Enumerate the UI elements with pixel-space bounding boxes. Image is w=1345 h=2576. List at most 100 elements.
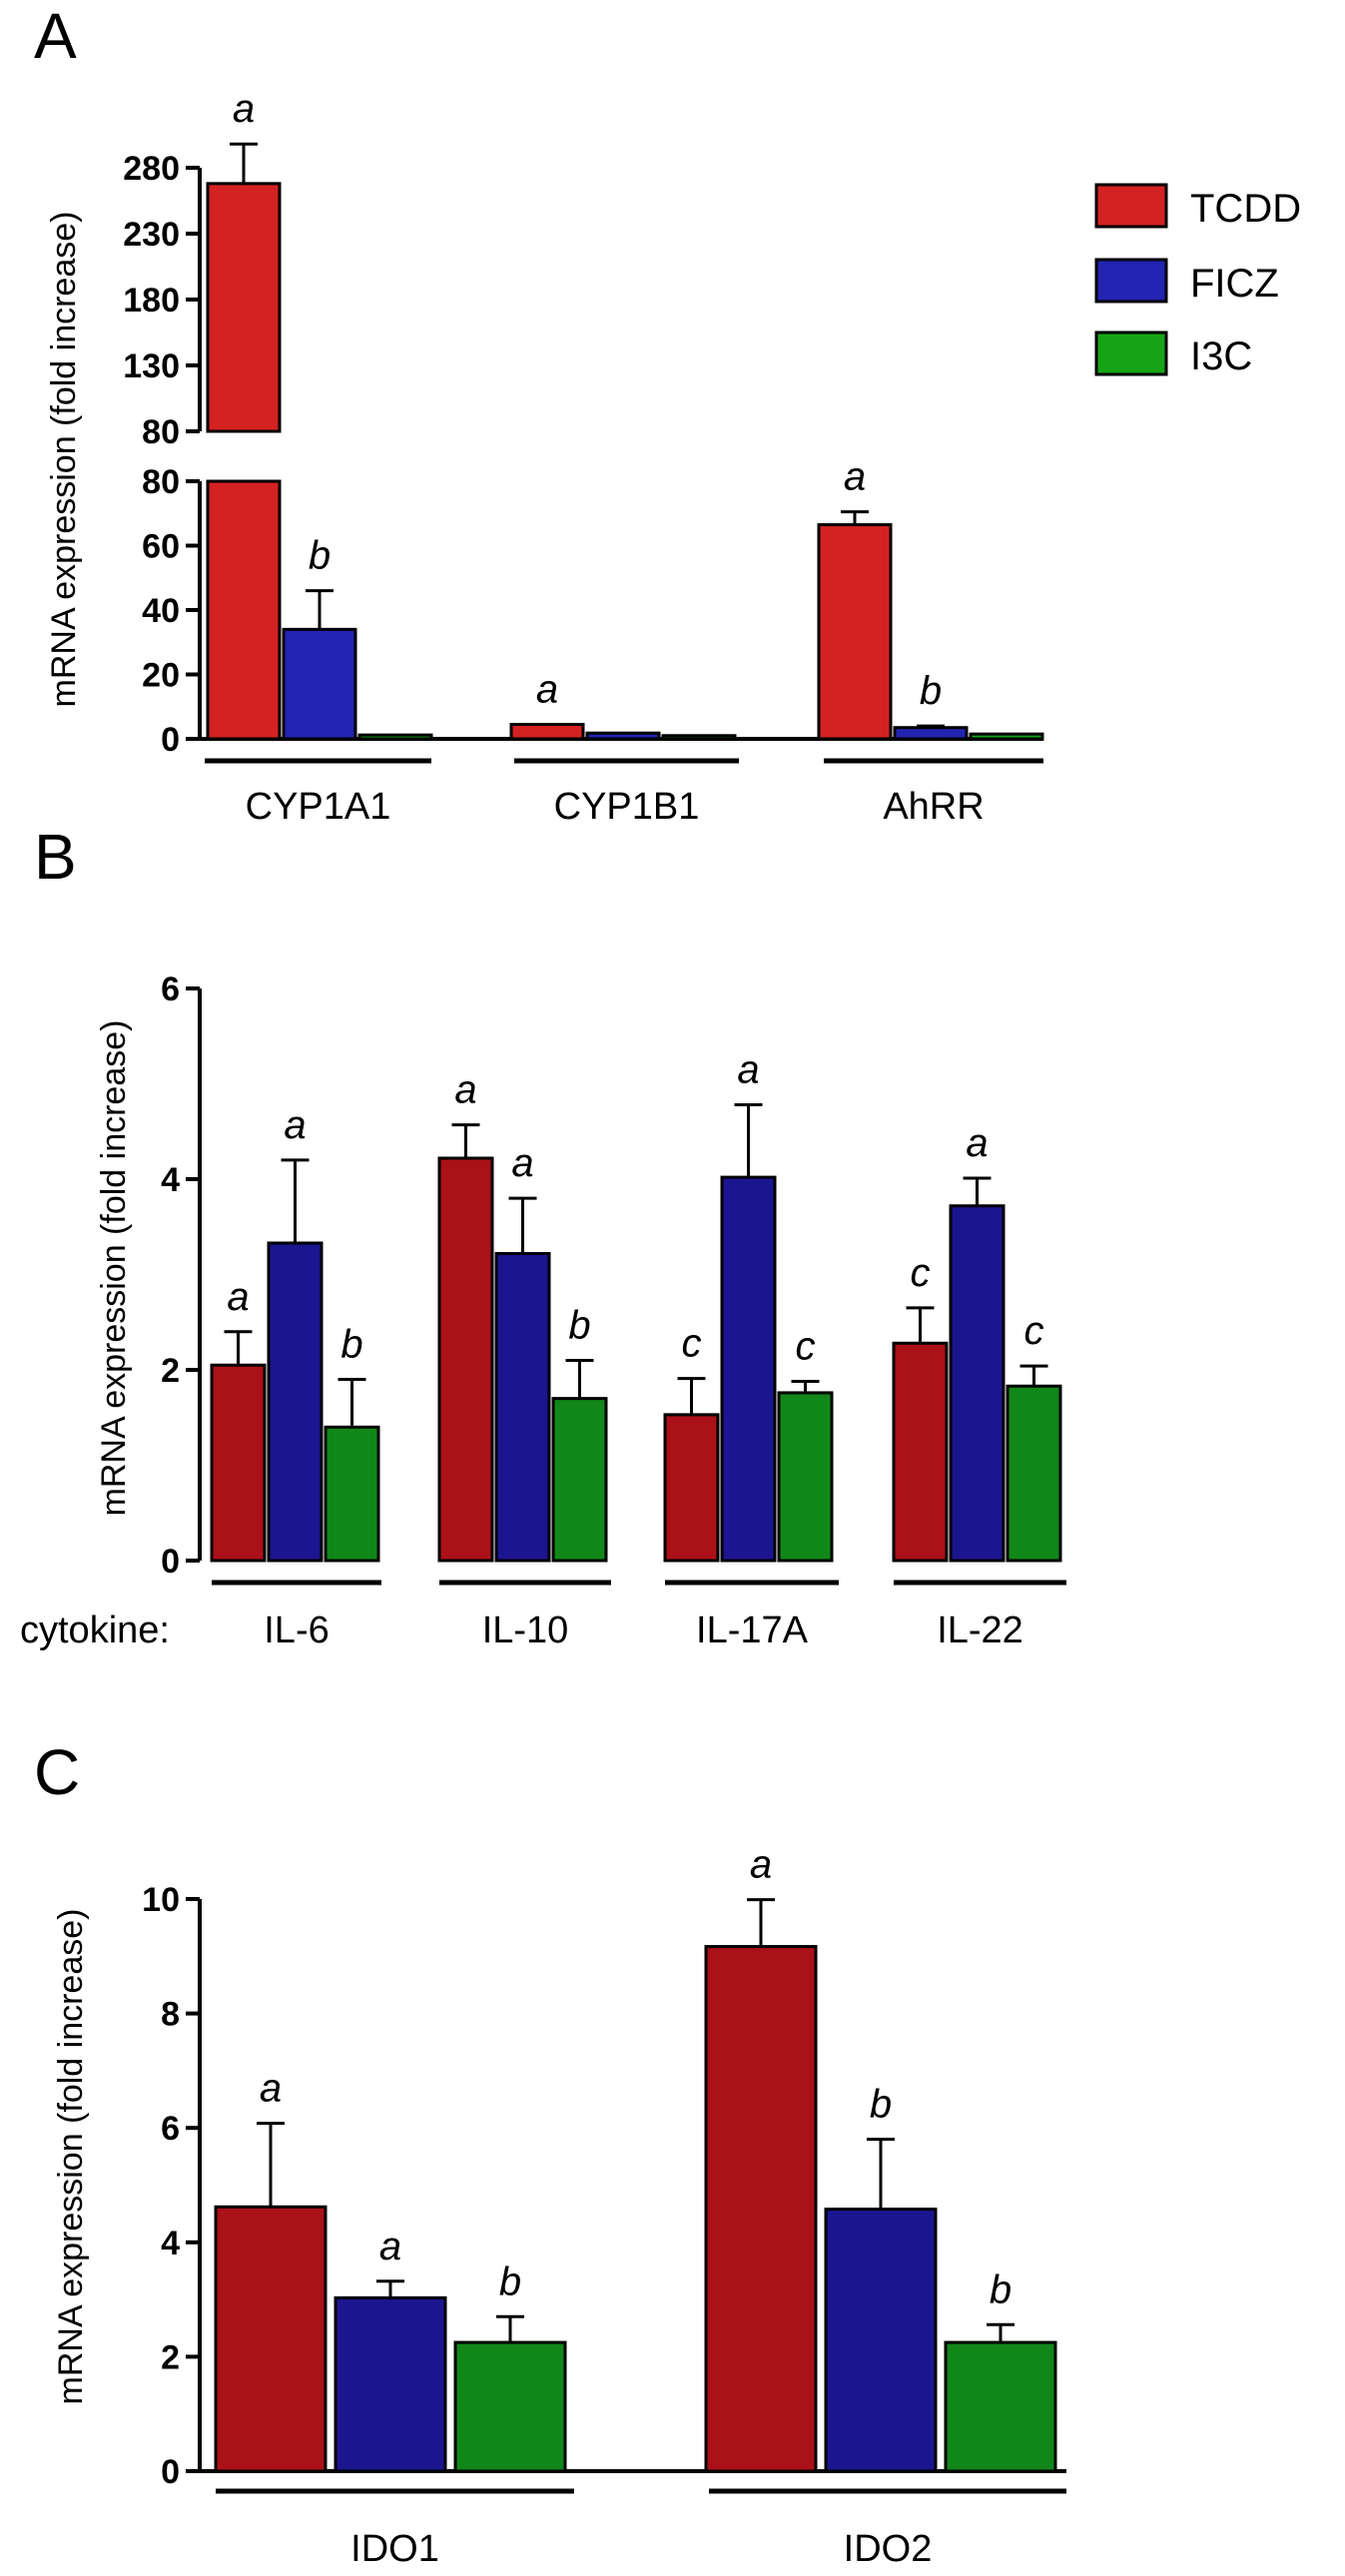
panel-a-upper-tick-label-230: 230 [123,216,180,254]
panel-b-bar-il-6-i3c [324,1425,380,1563]
panel-a-bar-cyp1a1-tcdd-lower-segment [206,479,282,741]
panel-a-lower-tick-label-60: 60 [142,528,180,566]
panel-c-bar-ido2-tcdd [704,1945,818,2473]
panel-c-bar-ido1-tcdd-sig-label: a [260,2067,282,2111]
panel-b-bar-il-22-tcdd [892,1341,949,1563]
panel-a-letter: A [34,0,77,72]
panel-c-bars: a a b a b b [214,1843,1057,2473]
panel-b-bar-il-6-tcdd-sig-label: a [227,1275,249,1319]
panel-b-y-ticks: 0 2 4 6 [161,970,200,1581]
panel-b-bar-il-10-i3c-sig-label: b [568,1303,590,1347]
panel-c-bar-ido2-ficz [824,2208,938,2473]
panel-a-y-axis: 80 130 180 230 280 0 20 40 60 80 [123,150,202,759]
panel-b-category-label-il-6: IL-6 [264,1610,329,1651]
panel-b-tick-label-2: 2 [161,1352,180,1390]
panel-a-upper-tick-label-80: 80 [142,413,180,451]
panel-b-bar-il-17a-ficz [720,1175,777,1563]
panel-a-upper-ticks: 80 130 180 230 280 [123,150,200,451]
panel-a-bar-ahrr-i3c [969,732,1044,741]
panel-c-bar-ido1-i3c [453,2340,567,2473]
panel-c-bar-ido1-tcdd [214,2205,328,2473]
panel-a-upper-tick-label-180: 180 [123,282,180,320]
panel-c-bar-ido2-i3c [944,2340,1057,2473]
panel-a-category-label-cyp1b1: CYP1B1 [554,786,700,828]
panel-c-bar-ido2-ficz-sig-label: b [870,2083,892,2127]
panel-c-category-label-ido1: IDO1 [350,2528,439,2570]
panel-b-y-axis-title: mRNA expression (fold increase) [95,1020,133,1517]
panel-b-bar-il-17a-tcdd [663,1413,720,1563]
panel-a-bar-cyp1b1-tcdd-sig-label: a [536,667,558,711]
panel-c: C mRNA expression (fold increase) 0 2 4 6 8 1… [34,1736,1066,2570]
panel-a-bar-cyp1a1-tcdd-sig-label: a [233,87,255,131]
panel-a-bars: a b a a b [206,87,1044,741]
panel-b-bar-il-10-i3c [551,1397,608,1563]
panel-c-category-label-ido2: IDO2 [844,2528,933,2570]
panel-b-bar-il-6-i3c-sig-label: b [340,1323,362,1367]
panel-c-y-ticks: 0 2 4 6 8 10 [142,1881,200,2491]
legend-entry-i3c: I3C [1094,330,1252,378]
panel-a-category-label-ahrr: AhRR [883,786,984,828]
panel-c-tick-label-8: 8 [161,1996,180,2034]
panel-a-bar-cyp1b1-tcdd [509,722,585,741]
panel-a-bar-ahrr-tcdd [817,523,893,741]
panel-a-legend: TCDD FICZ I3C [1094,183,1301,378]
panel-a-bar-ahrr-tcdd-sig-label: a [844,455,866,499]
panel-a-bar-cyp1a1-ficz-sig-label: b [309,534,331,578]
panel-a-y-axis-title: mRNA expression (fold increase) [45,212,83,708]
panel-a-bar-ahrr-ficz [893,726,969,741]
panel-b: B mRNA expression (fold increase) 0 2 4 6 a… [20,821,1066,1651]
legend-swatch-tcdd [1094,183,1168,229]
panel-a-category-label-cyp1a1: CYP1A1 [246,786,391,828]
panel-b-bar-il-22-ficz [949,1204,1006,1563]
panel-b-category-label-il-10: IL-10 [482,1610,569,1651]
legend-label-ficz: FICZ [1190,262,1279,306]
panel-b-bar-il-17a-tcdd-sig-label: c [682,1322,702,1366]
legend-swatch-i3c [1094,330,1168,376]
panel-b-bar-il-22-i3c [1006,1384,1062,1563]
panel-b-row-label: cytokine: [20,1610,170,1651]
panel-c-y-axis-title: mRNA expression (fold increase) [52,1909,90,2405]
panel-b-category-label-il-22: IL-22 [937,1610,1023,1651]
panel-b-bar-il-10-ficz-sig-label: a [511,1141,533,1185]
panel-a-category-groups: CYP1A1 CYP1B1 AhRR [205,758,1043,828]
panel-c-tick-label-6: 6 [161,2110,180,2148]
panel-a: A mRNA expression (fold increase) 80 130 1… [34,0,1301,828]
panel-b-bar-il-10-ficz [494,1251,551,1563]
panel-c-tick-label-2: 2 [161,2338,180,2376]
panel-c-tick-label-10: 10 [142,1881,180,1919]
panel-b-bar-il-6-ficz [267,1241,324,1563]
panel-b-tick-label-6: 6 [161,970,180,1008]
panel-b-bar-il-22-tcdd-sig-label: c [911,1251,931,1295]
panel-a-bar-ahrr-ficz-sig-label: b [920,669,942,713]
panel-b-tick-label-0: 0 [161,1543,180,1581]
panel-b-category-groups: IL-6 IL-10 IL-17A IL-22 [212,1580,1066,1651]
panel-c-category-groups: IDO1 IDO2 [216,2488,1066,2570]
panel-a-lower-tick-label-80: 80 [142,463,180,501]
panel-b-bar-il-17a-i3c [777,1391,834,1563]
panel-a-upper-tick-label-280: 280 [123,150,180,188]
panel-a-lower-tick-label-40: 40 [142,592,180,630]
panel-a-bar-cyp1b1-ficz [585,731,661,741]
legend-label-i3c: I3C [1190,334,1252,378]
panel-a-lower-ticks: 0 20 40 60 80 [142,463,200,759]
panel-a-bar-cyp1a1-i3c [357,733,433,741]
legend-entry-ficz: FICZ [1094,258,1279,306]
panel-a-bar-cyp1a1-ficz [282,627,357,741]
panel-c-bar-ido2-i3c-sig-label: b [990,2267,1011,2311]
panel-a-lower-tick-label-0: 0 [161,721,180,759]
panel-a-bar-cyp1b1-i3c [661,734,737,741]
panel-c-tick-label-4: 4 [161,2225,180,2262]
panel-b-tick-label-4: 4 [161,1161,180,1199]
panel-b-letter: B [34,821,77,893]
panel-b-bar-il-17a-i3c-sig-label: c [796,1324,816,1368]
legend-swatch-ficz [1094,258,1168,304]
panel-a-lower-tick-label-20: 20 [142,657,180,695]
panel-a-bar-cyp1a1-tcdd [206,182,282,433]
panel-c-letter: C [34,1736,80,1808]
panel-b-bar-il-17a-ficz-sig-label: a [737,1048,759,1092]
panel-b-category-label-il-17a: IL-17A [696,1610,809,1651]
legend-entry-tcdd: TCDD [1094,183,1301,231]
legend-label-tcdd: TCDD [1190,187,1301,231]
panel-b-bar-il-10-tcdd-sig-label: a [454,1068,476,1112]
